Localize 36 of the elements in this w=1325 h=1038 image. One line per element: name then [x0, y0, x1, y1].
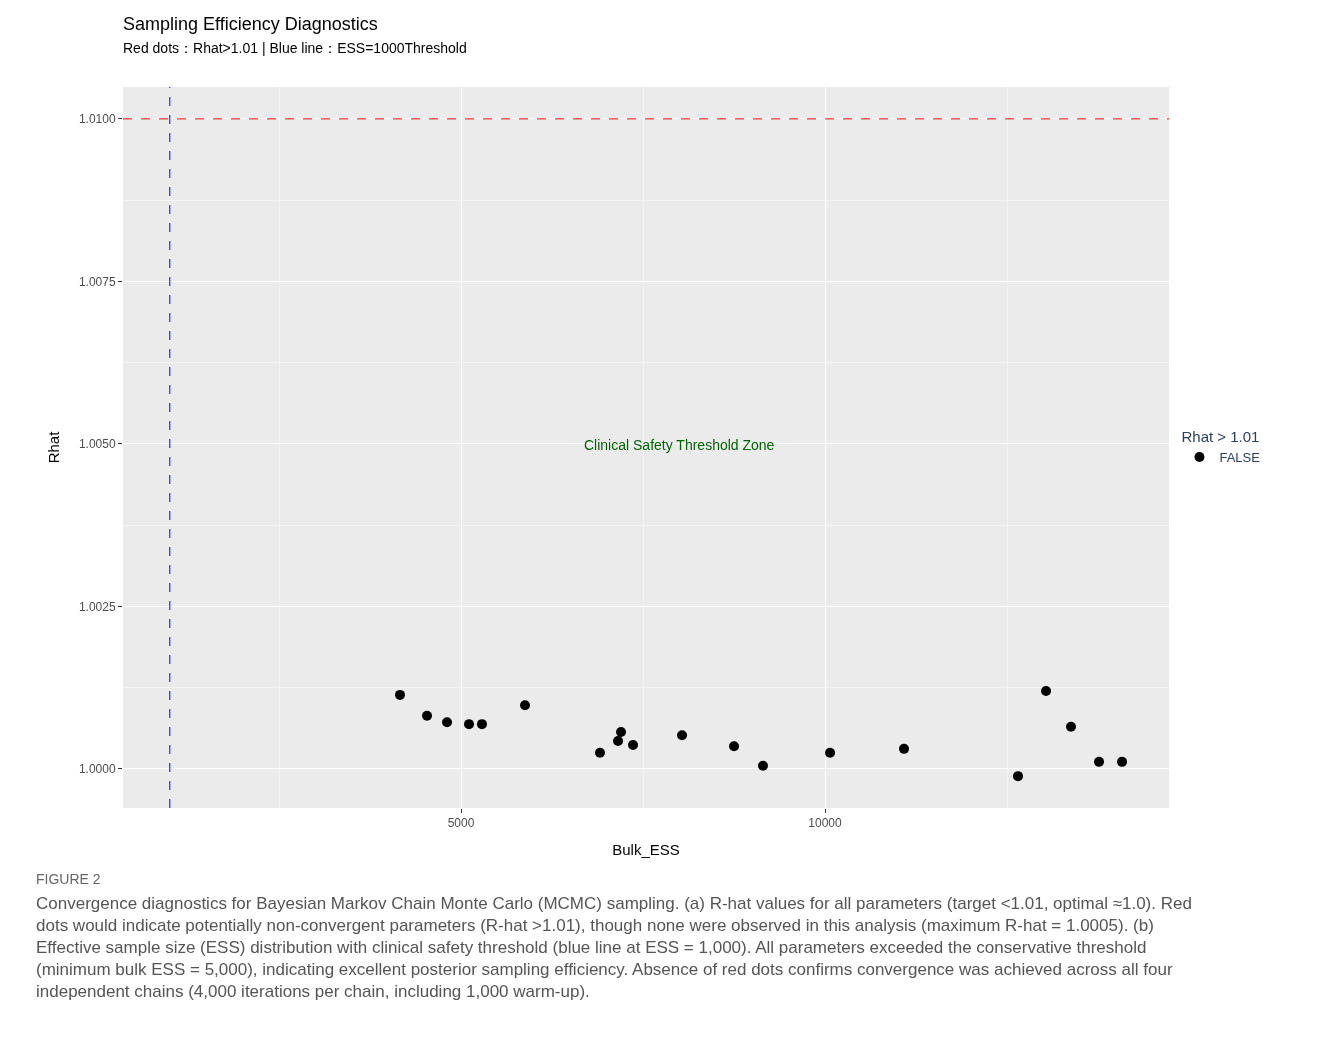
- x-tick-label: 10000: [808, 816, 843, 831]
- y-tick-label: 1.0000: [78, 762, 116, 777]
- point: [464, 719, 475, 730]
- point: [1066, 721, 1077, 732]
- point: [520, 700, 531, 711]
- point: [594, 747, 605, 758]
- point: [613, 736, 624, 747]
- point: [729, 741, 740, 752]
- point: [422, 710, 433, 721]
- point: [1013, 771, 1024, 782]
- y-tick-label: 1.0100: [78, 112, 116, 127]
- annotation: Clinical Safety Threshold Zone: [584, 437, 775, 453]
- caption: FIGURE 2: [36, 871, 101, 887]
- point: [1117, 756, 1128, 767]
- point: [1041, 685, 1052, 696]
- point: [757, 760, 768, 771]
- y-axis-title: Rhat: [45, 430, 63, 464]
- legend-title: Rhat > 1.01: [1181, 428, 1260, 445]
- point: [395, 689, 406, 700]
- point: [628, 739, 639, 750]
- y-tick-label: 1.0050: [78, 437, 116, 452]
- y-tick-label: 1.0025: [78, 599, 116, 614]
- point: [1094, 756, 1105, 767]
- chart-title: Sampling Efficiency Diagnostics: [123, 14, 378, 34]
- text: Convergence diagnostics for Bayesian Markov Chain Monte Carlo (MCMC) sampling. (a) R-hat values for all parameters (target <1.01, optimal ≈1.0). Red dots would indicate potentially non-convergent parameters (R-hat >1.01), though none were observed in this analysis (maximum R-hat = 1.0005). (b) Effective sample size (ESS) distribution with clinical safety threshold (blue line at ESS = 1,000). All parameters exceeded the conservative threshold (minimum bulk ESS = 5,000), indicating excellent posterior sampling efficiency. Absence of red dots confirms convergence was achieved across all four independent chains (4,000 iterations per chain, including 1,000 warm-up).: [36, 894, 1192, 1002]
- point: [616, 726, 627, 737]
- point: [825, 747, 836, 758]
- chart-subtitle: Red dots：Rhat>1.01 | Blue line：ESS=1000Threshold: [123, 40, 467, 57]
- x-tick-label: 5000: [447, 816, 475, 831]
- point: [899, 743, 910, 754]
- legend-label: FALSE: [1219, 450, 1261, 466]
- x-axis-title: Bulk_ESS: [612, 841, 680, 859]
- point: [677, 730, 688, 741]
- point: [442, 717, 453, 728]
- y-tick-label: 1.0075: [78, 274, 116, 289]
- point: [476, 719, 487, 730]
